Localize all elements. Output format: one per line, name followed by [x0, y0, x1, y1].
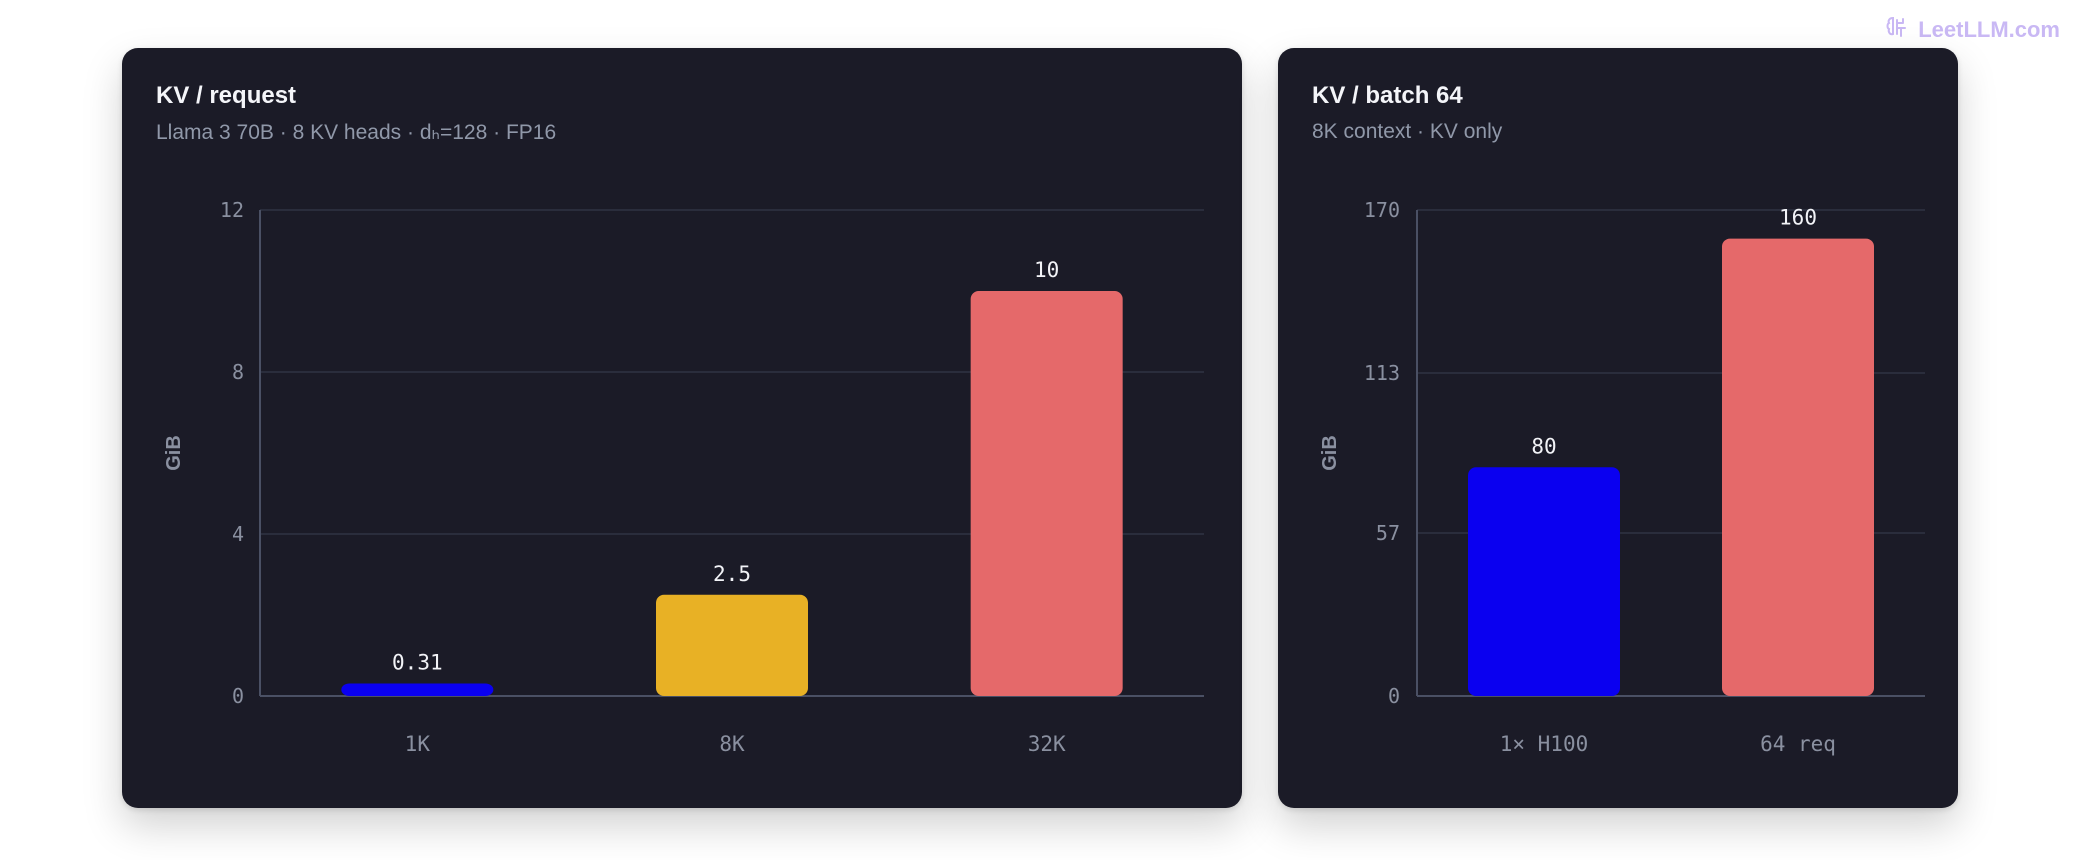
y-tick-label: 0	[1388, 684, 1400, 708]
chart-subtitle: 8K context · KV only	[1312, 120, 1503, 143]
bar-value-label: 10	[1034, 258, 1059, 282]
y-tick-label: 12	[220, 198, 244, 222]
bar-chart-kv-request: 0 4 8 12 GiB 0.31 1K 2.5 8K 10 32K	[163, 198, 1204, 756]
y-axis-label: GiB	[1319, 435, 1341, 471]
bar-1-h100	[1468, 467, 1620, 696]
y-tick-label: 57	[1376, 521, 1400, 545]
y-tick-label: 170	[1364, 198, 1400, 222]
bar-value-label: 80	[1531, 434, 1556, 458]
bar-value-label: 160	[1779, 206, 1817, 230]
bar-value-label: 2.5	[713, 562, 751, 586]
bar-8k	[656, 594, 808, 696]
brain-icon	[1884, 14, 1910, 46]
bar-32k	[970, 291, 1123, 696]
x-category-label: 8K	[719, 732, 745, 756]
x-category-label: 1K	[405, 732, 431, 756]
chart-title: KV / batch 64	[1312, 82, 1463, 109]
y-tick-label: 4	[232, 522, 244, 546]
chart-card-kv-batch: KV / batch 64 8K context · KV only 0 57 11…	[1278, 48, 1958, 808]
x-category-label: 64 req	[1760, 732, 1836, 756]
chart-title: KV / request	[156, 82, 297, 109]
bar-64-req	[1722, 238, 1874, 696]
y-axis-label: GiB	[163, 435, 185, 471]
y-tick-label: 8	[232, 360, 244, 384]
y-tick-label: 0	[232, 684, 244, 708]
watermark-text: LeetLLM.com	[1918, 17, 2060, 42]
chart-subtitle: Llama 3 70B · 8 KV heads · dₕ=128 · FP16	[156, 121, 557, 144]
bar-chart-kv-batch: 0 57 113 170 GiB 80 1× H100 160 64 req	[1319, 198, 1925, 756]
bar-1k	[341, 683, 494, 696]
watermark: LeetLLM.com	[1884, 14, 2060, 46]
bar-value-label: 0.31	[392, 650, 443, 674]
chart-card-kv-request: KV / request Llama 3 70B · 8 KV heads · …	[122, 48, 1242, 808]
y-tick-label: 113	[1364, 361, 1400, 385]
x-category-label: 32K	[1028, 732, 1066, 756]
x-category-label: 1× H100	[1500, 732, 1589, 756]
